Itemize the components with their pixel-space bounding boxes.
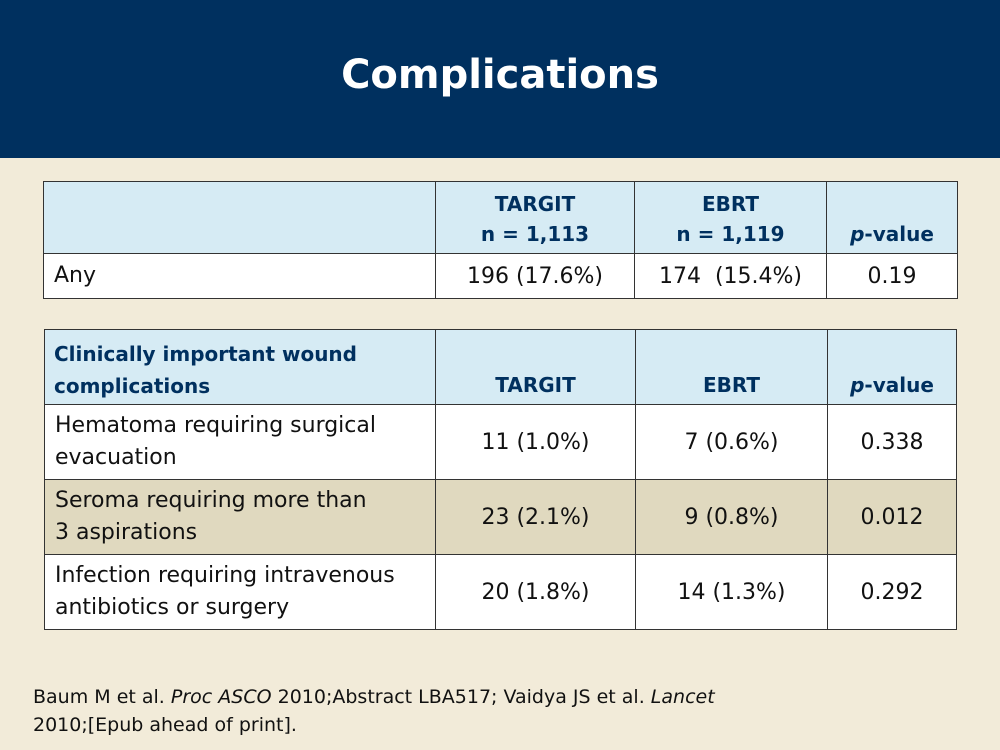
- citation-middle: 2010;Abstract LBA517; Vaidya JS et al.: [271, 686, 651, 708]
- pvalue-p: p: [850, 222, 865, 246]
- row-label-line2: evacuation: [55, 445, 177, 470]
- wound-complications-table: Clinically important wound complications…: [44, 329, 957, 630]
- pvalue-p: p: [850, 373, 865, 397]
- citation-footnote: Baum M et al. Proc ASCO 2010;Abstract LB…: [33, 683, 973, 739]
- header-ebrt: EBRT: [635, 329, 828, 405]
- targit-value: 20 (1.8%): [435, 554, 636, 630]
- row-label-line2: 3 aspirations: [55, 520, 198, 545]
- header-ebrt: EBRT n = 1,119: [634, 181, 827, 254]
- row-label-line1: Infection requiring intravenous: [55, 563, 395, 588]
- targit-value: 196 (17.6%): [435, 253, 635, 299]
- citation-journal2: Lancet: [650, 686, 715, 708]
- citation-line1: Baum M et al. Proc ASCO 2010;Abstract LB…: [33, 683, 973, 711]
- row-label: Seroma requiring more than 3 aspirations: [44, 479, 436, 555]
- citation-journal1: Proc ASCO: [170, 686, 272, 708]
- slide-title: Complications: [341, 52, 659, 98]
- ebrt-value: 7 (0.6%): [635, 404, 828, 480]
- title-banner: [0, 0, 1000, 158]
- p-value: 0.292: [827, 554, 957, 630]
- row-label-line1: Hematoma requiring surgical: [55, 413, 376, 438]
- header-targit: TARGIT: [435, 329, 636, 405]
- header-targit: TARGIT n = 1,113: [435, 181, 635, 254]
- row-label: Any: [43, 253, 436, 299]
- header-label-line2: complications: [54, 374, 211, 398]
- row-label-line1: Seroma requiring more than: [55, 488, 367, 513]
- header-wound-complications: Clinically important wound complications: [44, 329, 436, 405]
- pvalue-rest: -value: [864, 373, 934, 397]
- header-pvalue: p-value: [827, 329, 957, 405]
- row-label: Hematoma requiring surgical evacuation: [44, 404, 436, 480]
- ebrt-value: 9 (0.8%): [635, 479, 828, 555]
- table-row: Any 196 (17.6%) 174 (15.4%) 0.19: [43, 253, 958, 299]
- targit-value: 11 (1.0%): [435, 404, 636, 480]
- header-ebrt-name: EBRT: [701, 192, 760, 216]
- table-header-row: TARGIT n = 1,113 EBRT n = 1,119 p-value: [43, 181, 958, 254]
- ebrt-value: 14 (1.3%): [635, 554, 828, 630]
- citation-author1: Baum M et al.: [33, 686, 171, 708]
- row-label: Infection requiring intravenous antibiot…: [44, 554, 436, 630]
- table-row: Seroma requiring more than 3 aspirations…: [44, 479, 957, 555]
- header-label-line1: Clinically important wound: [54, 342, 357, 366]
- header-empty-cell: [43, 181, 436, 254]
- row-label-line2: antibiotics or surgery: [55, 595, 290, 620]
- ebrt-value: 174 (15.4%): [634, 253, 827, 299]
- header-ebrt-n: n = 1,119: [676, 222, 785, 246]
- header-pvalue: p-value: [826, 181, 958, 254]
- table-row: Infection requiring intravenous antibiot…: [44, 554, 957, 630]
- p-value: 0.012: [827, 479, 957, 555]
- p-value: 0.338: [827, 404, 957, 480]
- table-header-row: Clinically important wound complications…: [44, 329, 957, 405]
- header-targit-n: n = 1,113: [480, 222, 590, 246]
- targit-value: 23 (2.1%): [435, 479, 636, 555]
- header-targit-name: TARGIT: [494, 192, 576, 216]
- table-row: Hematoma requiring surgical evacuation 1…: [44, 404, 957, 480]
- complications-any-table: TARGIT n = 1,113 EBRT n = 1,119 p-value …: [43, 181, 958, 299]
- pvalue-rest: -value: [864, 222, 934, 246]
- citation-line2: 2010;[Epub ahead of print].: [33, 714, 297, 736]
- p-value: 0.19: [826, 253, 958, 299]
